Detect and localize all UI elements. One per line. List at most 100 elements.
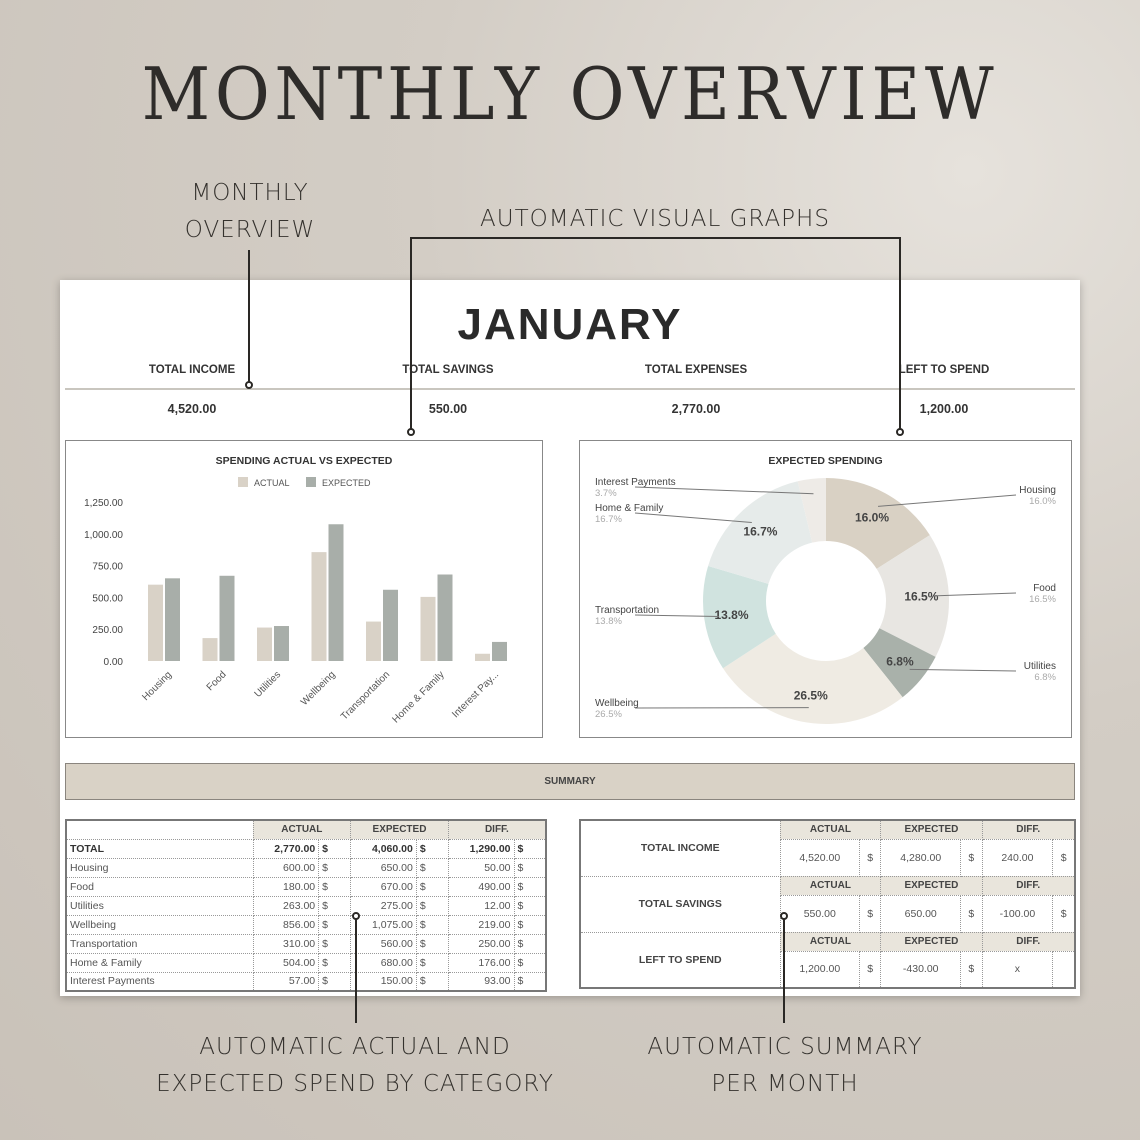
slice-value-label: 13.8%: [714, 608, 748, 622]
currency-cell: $: [513, 895, 547, 916]
slice-percent-label: 16.5%: [1029, 594, 1056, 605]
column-header: ACTUAL: [779, 875, 882, 896]
annotation-monthly-overview: MONTHLY OVERVIEW: [160, 175, 340, 249]
column-header: DIFF.: [981, 931, 1076, 952]
x-tick-label: Home & Family: [391, 669, 447, 725]
stat-total-income-value: 4,520.00: [167, 402, 217, 416]
slice-category-label: Utilities: [1024, 661, 1056, 672]
amount-cell: 650.00: [350, 857, 417, 878]
bar-chart-panel: SPENDING ACTUAL VS EXPECTED ACTUAL EXPECT…: [65, 440, 543, 738]
stat-left-to-spend-label: LEFT TO SPEND: [898, 364, 990, 376]
amount-cell: -100.00: [981, 894, 1054, 933]
slice-percent-label: 16.0%: [1029, 496, 1056, 507]
summary-header-row: LEFT TO SPEND ACTUAL EXPECTED DIFF.: [579, 931, 1076, 989]
slice-percent-label: 16.7%: [595, 514, 622, 525]
x-tick-label: Food: [205, 669, 229, 693]
x-tick-label: Transportation: [339, 669, 392, 722]
annotation-connector: [783, 918, 785, 1023]
slice-value-label: 16.7%: [743, 525, 777, 539]
currency-cell: $: [415, 876, 449, 897]
slice-percent-label: 3.7%: [595, 488, 617, 499]
currency-cell: $: [415, 952, 449, 973]
bar-actual: [366, 621, 381, 661]
amount-cell: 176.00: [447, 952, 515, 973]
currency-cell: $: [318, 971, 352, 992]
currency-cell: $: [513, 876, 547, 897]
y-tick-label: 500.00: [92, 593, 123, 604]
amount-cell: 560.00: [350, 933, 417, 954]
summary-value-row: 4,520.00 $4,280.00 $240.00 $: [580, 838, 1076, 877]
legend-label: ACTUAL: [254, 478, 290, 488]
slice-value-label: 6.8%: [886, 654, 914, 668]
x-tick-label: Utilities: [253, 669, 284, 700]
currency-cell: $: [859, 838, 882, 877]
column-header: DIFF.: [447, 819, 547, 840]
annotation-dot: [352, 912, 360, 920]
amount-cell: 263.00: [252, 895, 320, 916]
annotation-line: PER MONTH: [711, 1071, 859, 1097]
category-name: Housing: [65, 857, 254, 878]
currency-cell: $: [318, 952, 352, 973]
column-header: DIFF.: [981, 875, 1076, 896]
amount-cell: 50.00: [447, 857, 515, 878]
column-header: EXPECTED: [880, 931, 983, 952]
y-tick-label: 1,250.00: [84, 498, 123, 509]
bar-expected: [328, 524, 344, 661]
x-tick-label: Wellbeing: [299, 669, 338, 708]
category-name: Home & Family: [65, 952, 254, 973]
category-name: Wellbeing: [65, 914, 254, 935]
currency-cell: $: [415, 933, 449, 954]
currency-cell: $: [513, 857, 547, 878]
amount-cell: 2,770.00: [252, 838, 320, 859]
annotation-line: OVERVIEW: [184, 217, 316, 243]
hero-title: MONTHLY OVERVIEW: [141, 52, 999, 136]
y-tick-label: 750.00: [92, 562, 123, 573]
currency-cell: $: [318, 914, 352, 935]
amount-cell: 57.00: [252, 971, 320, 992]
amount-cell: 219.00: [447, 914, 515, 935]
header-blank: [65, 819, 254, 840]
table-row: Transportation 310.00 $560.00 $250.00 $: [65, 933, 547, 954]
column-header: ACTUAL: [252, 819, 352, 840]
leader-line: [877, 494, 1017, 507]
bar-actual: [311, 552, 327, 661]
bar-expected: [165, 578, 180, 661]
annotation-connector: [355, 918, 357, 1023]
category-name: TOTAL: [65, 838, 254, 859]
table-row: Interest Payments 57.00 $150.00 $93.00 $: [65, 971, 547, 992]
bar-expected: [437, 574, 453, 661]
amount-cell: 240.00: [981, 838, 1054, 877]
amount-cell: 250.00: [447, 933, 515, 954]
annotation-line: AUTOMATIC ACTUAL AND: [199, 1034, 511, 1060]
category-table: ACTUAL EXPECTED DIFF. TOTAL 2,770.00 $4,060.0…: [65, 819, 547, 992]
bar-expected: [274, 626, 289, 661]
amount-cell: 310.00: [252, 933, 320, 954]
currency-cell: $: [859, 894, 882, 933]
amount-cell: 4,280.00: [880, 838, 962, 877]
currency-cell: $: [318, 933, 352, 954]
bar-expected: [383, 589, 398, 661]
bar-chart-title: SPENDING ACTUAL VS EXPECTED: [215, 455, 393, 467]
legend-swatch-actual: [238, 477, 248, 487]
stat-left-to-spend-value: 1,200.00: [919, 402, 969, 416]
bar-chart: ACTUAL EXPECTED 0.00 250.00 500.00 750.00 1,00…: [84, 477, 507, 725]
stat-total-expenses-value: 2,770.00: [671, 402, 721, 416]
summary-row-label: TOTAL SAVINGS: [579, 875, 781, 933]
currency-cell: $: [960, 950, 983, 989]
currency-cell: $: [1052, 838, 1076, 877]
donut-slice: [703, 565, 776, 669]
category-name: Utilities: [65, 895, 254, 916]
column-header: DIFF.: [981, 819, 1076, 840]
currency-cell: $: [513, 971, 547, 992]
bar-actual: [257, 627, 272, 661]
table-row: Wellbeing 856.00 $1,075.00 $219.00 $: [65, 914, 547, 935]
column-header: ACTUAL: [779, 931, 882, 952]
donut-slice: [797, 478, 826, 543]
currency-cell: $: [513, 914, 547, 935]
amount-cell: 680.00: [350, 952, 417, 973]
currency-cell: $: [513, 933, 547, 954]
amount-cell: 1,290.00: [447, 838, 515, 859]
summary-value-row: 1,200.00 $ -430.00 $ x: [580, 950, 1076, 989]
table-row: Food 180.00 $670.00 $490.00 $: [65, 876, 547, 897]
